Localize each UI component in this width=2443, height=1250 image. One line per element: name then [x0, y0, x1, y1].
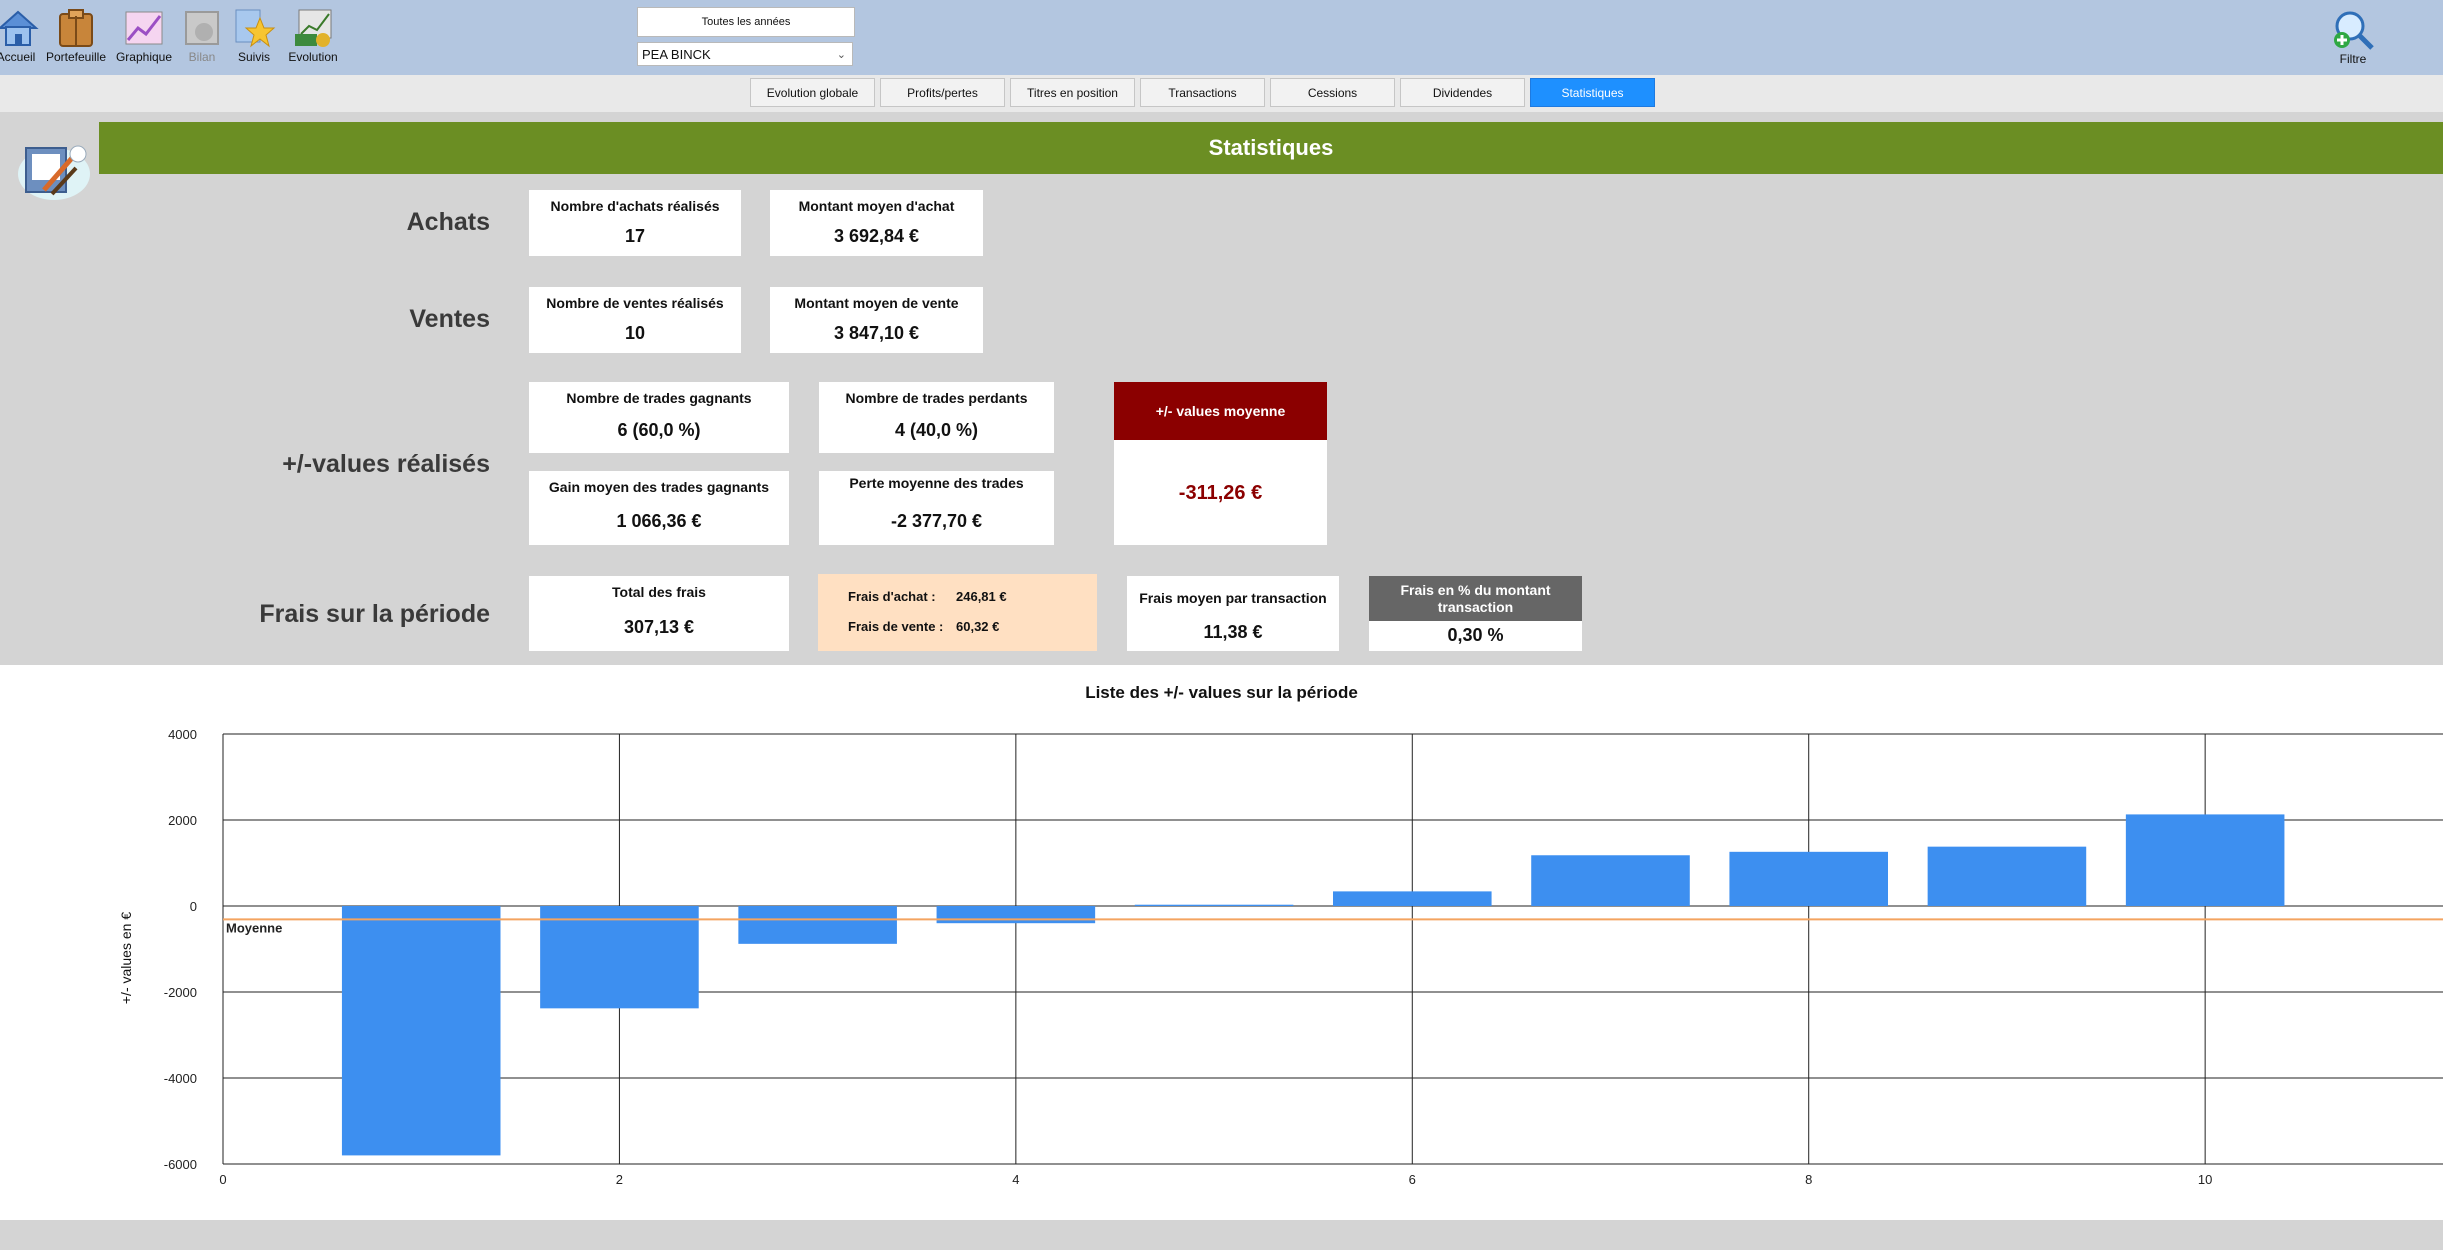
- trades-win-value: 6 (60,0 %): [617, 420, 701, 440]
- toolbar-label: Bilan: [188, 50, 216, 64]
- toolbar-label: Accueil: [0, 50, 36, 64]
- toolbar-label: Suivis: [237, 50, 270, 64]
- frais-label: Frais sur la période: [259, 600, 490, 628]
- ventes-avg-title: Montant moyen de vente: [794, 295, 959, 311]
- achats-avg-card: Montant moyen d'achat 3 692,84 €: [770, 190, 983, 256]
- frais-pct-title: Frais en % du montant transaction: [1369, 576, 1582, 621]
- star-icon: [235, 9, 276, 48]
- home-icon: [0, 10, 39, 46]
- portfolio-icon: [59, 9, 93, 47]
- achats-count-card: Nombre d'achats réalisés 17: [529, 190, 741, 256]
- chart-y-axis-label: +/- values en €: [118, 911, 135, 1005]
- tab-cessions[interactable]: Cessions: [1270, 78, 1395, 107]
- magnifier-icon: [2334, 11, 2374, 50]
- toolbar-label: Portefeuille: [45, 50, 107, 64]
- tab-statistiques[interactable]: Statistiques: [1530, 78, 1655, 107]
- loss-avg-title: Perte moyenne des trades: [849, 475, 1024, 491]
- win-avg-value: 1 066,36 €: [616, 511, 702, 531]
- mean-value-card: +/- values moyenne -311,26 €: [1114, 382, 1327, 545]
- toolbar-evolution[interactable]: Evolution: [284, 6, 342, 64]
- toolbar-accueil[interactable]: Accueil: [0, 6, 39, 64]
- frais-avg-card: Frais moyen par transaction 11,38 €: [1127, 576, 1339, 651]
- frais-vente-value: 60,32 €: [956, 619, 1000, 634]
- chart-title: Liste des +/- values sur la période: [1085, 683, 1358, 702]
- trades-win-title: Nombre de trades gagnants: [566, 390, 752, 406]
- filter-label: Filtre: [2339, 52, 2367, 66]
- mean-value-title: +/- values moyenne: [1114, 382, 1327, 440]
- ventes-avg-value: 3 847,10 €: [833, 323, 920, 343]
- frais-total-card: Total des frais 307,13 €: [529, 576, 789, 651]
- tab-titres-en-position[interactable]: Titres en position: [1010, 78, 1135, 107]
- page-title: Statistiques: [99, 122, 2443, 174]
- ventes-label: Ventes: [409, 305, 490, 333]
- evolution-icon: [295, 9, 332, 47]
- frais-total-title: Total des frais: [612, 584, 706, 600]
- win-avg-card: Gain moyen des trades gagnants 1 066,36 …: [529, 471, 789, 545]
- toolbar-graphique[interactable]: Graphique: [114, 6, 174, 64]
- chevron-down-icon: ⌄: [836, 49, 846, 61]
- frais-detail-card: Frais d'achat : 246,81 € Frais de vente :…: [818, 574, 1097, 651]
- toolbar-label: Evolution: [288, 50, 338, 64]
- frais-pct-value: 0,30 %: [1447, 625, 1504, 645]
- toolbar-label: Graphique: [115, 50, 173, 64]
- frais-avg-value: 11,38 €: [1203, 622, 1263, 642]
- frais-total-value: 307,13 €: [623, 617, 695, 637]
- frais-vente-label: Frais de vente :: [848, 619, 944, 634]
- tab-profits-pertes[interactable]: Profits/pertes: [880, 78, 1005, 107]
- tab-transactions[interactable]: Transactions: [1140, 78, 1265, 107]
- trades-loss-card: Nombre de trades perdants 4 (40,0 %): [819, 382, 1054, 453]
- toolbar: [0, 0, 2443, 75]
- toolbar-suivis[interactable]: Suivis: [232, 6, 276, 64]
- ventes-count-value: 10: [624, 323, 646, 343]
- balance-icon: [185, 11, 219, 45]
- toolbar-portefeuille[interactable]: Portefeuille: [44, 6, 108, 64]
- tab-dividendes[interactable]: Dividendes: [1400, 78, 1525, 107]
- frais-achat-label: Frais d'achat :: [848, 589, 936, 604]
- ventes-avg-card: Montant moyen de vente 3 847,10 €: [770, 287, 983, 353]
- tab-evolution-globale[interactable]: Evolution globale: [750, 78, 875, 107]
- frais-pct-card: Frais en % du montant transaction 0,30 %: [1369, 576, 1582, 651]
- ventes-count-card: Nombre de ventes réalisés 10: [529, 287, 741, 353]
- trades-loss-value: 4 (40,0 %): [894, 420, 979, 440]
- account-select[interactable]: PEA BINCK ⌄: [637, 42, 853, 66]
- filter-button[interactable]: Filtre: [2330, 8, 2376, 66]
- frais-achat-value: 246,81 €: [956, 589, 1007, 604]
- achats-label: Achats: [406, 208, 490, 236]
- mean-value: -311,26 €: [1178, 482, 1263, 504]
- trades-loss-title: Nombre de trades perdants: [845, 390, 1028, 406]
- chart-icon: [125, 11, 163, 45]
- win-avg-title: Gain moyen des trades gagnants: [548, 479, 770, 495]
- frais-avg-title: Frais moyen par transaction: [1139, 590, 1327, 606]
- achats-avg-title: Montant moyen d'achat: [798, 198, 955, 214]
- toolbar-bilan[interactable]: Bilan: [180, 6, 224, 64]
- achats-count-value: 17: [624, 226, 646, 246]
- year-filter-button[interactable]: Toutes les années: [637, 7, 855, 37]
- loss-avg-value: -2 377,70 €: [890, 511, 983, 531]
- chart-area: [0, 665, 2443, 1220]
- values-label: +/-values réalisés: [282, 450, 490, 478]
- statistics-icon: [18, 145, 90, 200]
- loss-avg-card: Perte moyenne des trades -2 377,70 €: [819, 471, 1054, 545]
- achats-avg-value: 3 692,84 €: [833, 226, 920, 246]
- account-select-value: PEA BINCK: [642, 46, 711, 62]
- trades-win-card: Nombre de trades gagnants 6 (60,0 %): [529, 382, 789, 453]
- achats-count-title: Nombre d'achats réalisés: [550, 198, 720, 214]
- ventes-count-title: Nombre de ventes réalisés: [546, 295, 724, 311]
